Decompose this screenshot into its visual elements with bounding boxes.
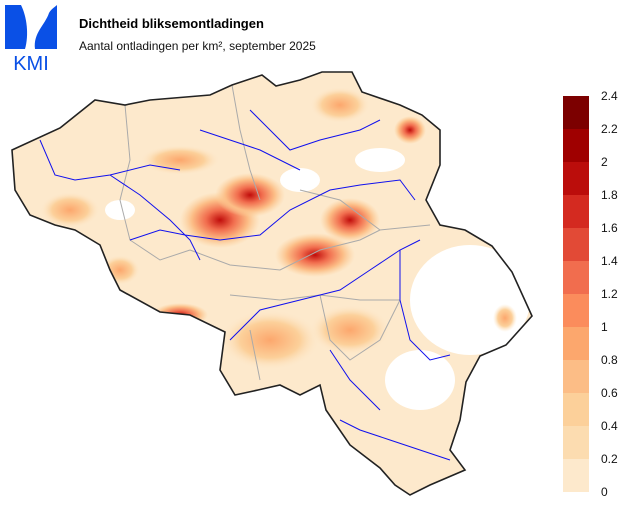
legend-tick-label: 0.2 (601, 452, 618, 466)
legend-band (563, 129, 589, 162)
map-subtitle: Aantal ontladingen per km², september 20… (79, 39, 316, 53)
legend-tick-label: 1.8 (601, 188, 618, 202)
legend-tick-label: 0.8 (601, 353, 618, 367)
legend-band (563, 327, 589, 360)
color-legend: 0 0.2 0.4 0.6 0.8 1 1.2 1.4 1.6 1.8 2 2.2 2.4 (563, 89, 618, 499)
legend-band (563, 459, 589, 492)
svg-text:KMI: KMI (13, 53, 49, 71)
density-field (12, 72, 532, 495)
legend-tick-label: 2.2 (601, 122, 618, 136)
map-title: Dichtheid bliksemontladingen (79, 16, 264, 31)
legend-tick-label: 2.4 (601, 89, 618, 103)
legend-tick-label: 0 (601, 485, 608, 499)
legend-band (563, 228, 589, 261)
legend-band (563, 195, 589, 228)
lightning-density-map (11, 71, 533, 496)
legend-band (563, 96, 589, 129)
legend-tick-label: 1.2 (601, 287, 618, 301)
legend-band (563, 426, 589, 459)
legend-tick-label: 2 (601, 155, 608, 169)
legend-tick-label: 1.4 (601, 254, 618, 268)
legend-band (563, 360, 589, 393)
rivers (39, 109, 451, 461)
kmi-logo: KMI (5, 5, 57, 71)
province-borders (119, 84, 431, 381)
legend-tick-label: 0.4 (601, 419, 618, 433)
legend-band (563, 294, 589, 327)
legend-band (563, 261, 589, 294)
legend-band (563, 162, 589, 195)
legend-tick-label: 0.6 (601, 386, 618, 400)
legend-band (563, 393, 589, 426)
legend-tick-label: 1.6 (601, 221, 618, 235)
legend-tick-label: 1 (601, 320, 608, 334)
